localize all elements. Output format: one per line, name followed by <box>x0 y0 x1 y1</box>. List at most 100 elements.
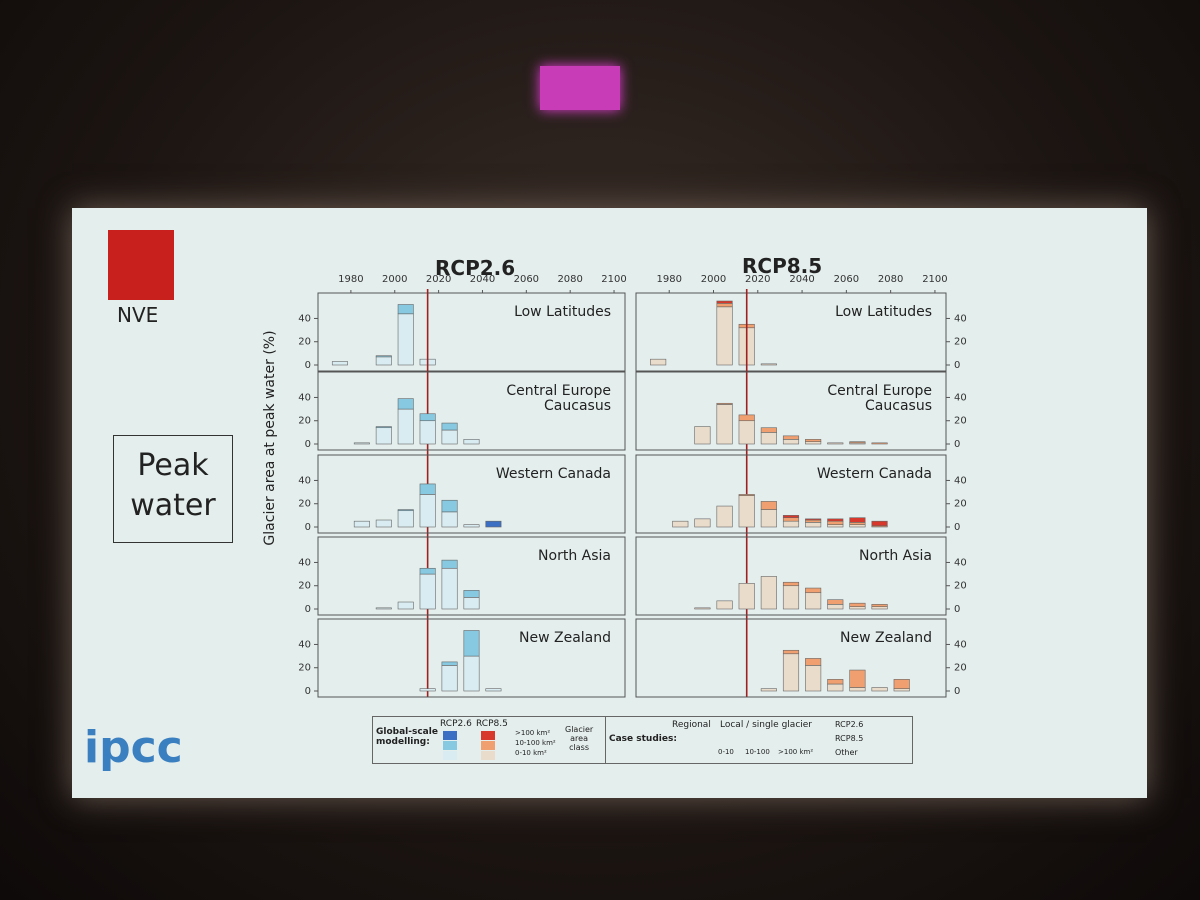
bar-segment <box>805 439 822 442</box>
bar-segment <box>716 300 733 304</box>
legend-swatch <box>443 741 457 750</box>
y-tick-label: 0 <box>954 360 960 371</box>
legend-text: Glacier area class <box>565 725 594 752</box>
bar-segment <box>485 520 502 528</box>
legend-text: Local / single glacier <box>720 720 812 730</box>
bar-segment <box>694 607 711 610</box>
legend-swatch <box>481 751 495 760</box>
bar-segment <box>419 573 436 610</box>
panel-title: Western Canada <box>816 466 932 482</box>
bar-segment <box>375 519 392 528</box>
legend-text: 10-100 km² <box>515 739 556 747</box>
y-tick-label: 40 <box>954 313 967 324</box>
panel-title: New Zealand <box>519 630 611 646</box>
bar-segment <box>871 606 888 610</box>
bar-segment <box>397 398 414 410</box>
bar-segment <box>650 358 667 366</box>
bar-segment <box>738 420 755 445</box>
y-tick-label: 40 <box>298 639 311 650</box>
panel <box>635 371 947 451</box>
bar-segment <box>871 604 888 607</box>
bar-segment <box>827 604 844 610</box>
y-tick-label: 40 <box>298 392 311 403</box>
bar-segment <box>782 439 800 445</box>
slide <box>72 208 1147 798</box>
bar-segment <box>782 435 800 440</box>
panel-title: Low Latitudes <box>835 304 932 320</box>
bar-segment <box>441 499 458 513</box>
x-tick-label: 2060 <box>834 274 859 285</box>
bar-segment <box>805 522 822 528</box>
bar-segment <box>827 518 844 522</box>
bar-segment <box>760 576 777 610</box>
bar-segment <box>397 510 414 528</box>
bar-segment <box>893 688 910 692</box>
column-title: RCP8.5 <box>742 254 823 278</box>
bar-segment <box>375 607 392 610</box>
y-tick-label: 0 <box>954 439 960 450</box>
x-tick-label: 2040 <box>470 274 495 285</box>
bar-segment <box>353 520 370 528</box>
bar-segment <box>871 687 888 692</box>
bar-segment <box>375 355 392 358</box>
bar-segment <box>419 420 436 445</box>
y-tick-label: 40 <box>954 557 967 568</box>
org: NVE <box>117 303 159 327</box>
bar-segment <box>397 313 414 366</box>
bar-segment <box>805 587 822 594</box>
panel <box>635 292 947 372</box>
bar-segment <box>827 524 844 528</box>
y-tick-label: 20 <box>954 416 967 427</box>
bar-segment <box>760 501 777 510</box>
bar-segment <box>871 442 888 445</box>
panel-title: Central Europe Caucasus <box>827 383 932 414</box>
y-tick-label: 0 <box>305 522 311 533</box>
bar-segment <box>463 439 480 445</box>
panel <box>317 536 626 616</box>
legend-swatch <box>481 731 495 740</box>
panel-title: Low Latitudes <box>514 304 611 320</box>
panel <box>635 618 947 698</box>
bar-segment <box>694 518 711 528</box>
bar-segment <box>805 441 822 445</box>
panel-title: Central Europe Caucasus <box>506 383 611 414</box>
x-tick-label: 2020 <box>426 274 451 285</box>
y-tick-label: 20 <box>298 337 311 348</box>
legend-text: Regional <box>672 720 711 730</box>
panel-title: North Asia <box>859 548 932 564</box>
bar-segment <box>782 581 800 587</box>
y-tick-label: 40 <box>954 639 967 650</box>
legend-text: 0-10 km² <box>515 749 547 757</box>
bar-segment <box>782 520 800 528</box>
bar-segment <box>849 441 866 444</box>
bar-segment <box>849 522 866 525</box>
column-title: RCP2.6 <box>435 256 516 280</box>
ipcc-logo: ipcc <box>84 722 183 773</box>
bar-segment <box>441 422 458 431</box>
y-tick-label: 20 <box>298 499 311 510</box>
panel <box>317 371 626 451</box>
bar-segment <box>849 524 866 528</box>
bar-segment <box>716 600 733 610</box>
bar-segment <box>485 688 502 692</box>
bar-segment <box>782 515 800 518</box>
bar-segment <box>441 567 458 610</box>
y-tick-label: 0 <box>305 360 311 371</box>
bar-segment <box>353 442 370 445</box>
panel-title: North Asia <box>538 548 611 564</box>
legend-swatch <box>443 731 457 740</box>
bar-segment <box>805 519 822 523</box>
y-tick-label: 20 <box>298 663 311 674</box>
panel <box>635 454 947 534</box>
bar-segment <box>716 505 733 528</box>
legend-text: Case studies: <box>609 734 677 744</box>
bar-segment <box>782 649 800 655</box>
bar-segment <box>672 520 689 528</box>
bar-segment <box>849 669 866 688</box>
bar-segment <box>441 559 458 569</box>
x-tick-label: 2000 <box>701 274 726 285</box>
bar-segment <box>738 494 755 496</box>
x-tick-label: 2080 <box>878 274 903 285</box>
bar-segment <box>397 601 414 610</box>
